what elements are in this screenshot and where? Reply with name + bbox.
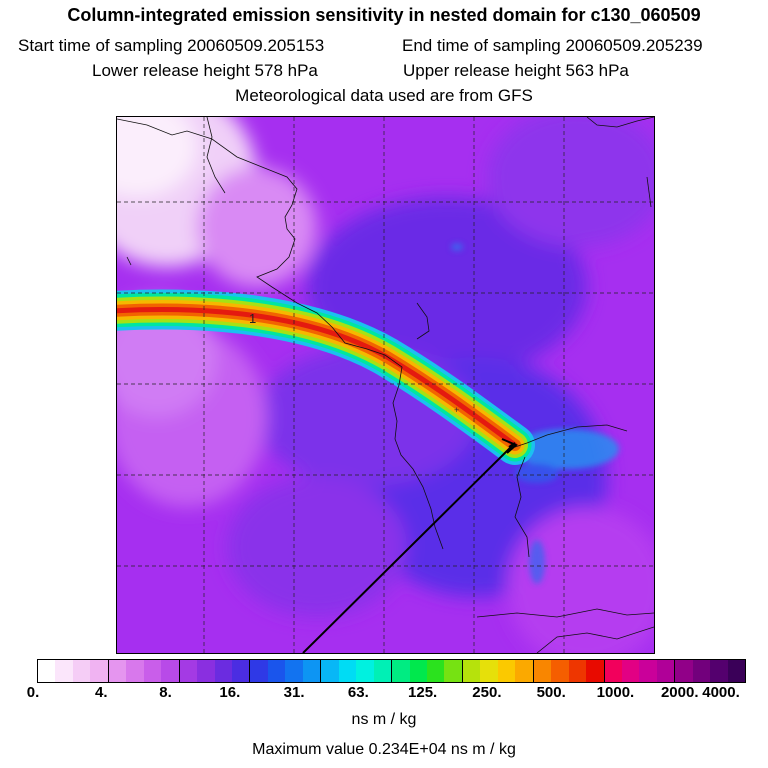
colorbar-swatch [656,660,676,682]
colorbar-swatch [710,660,728,682]
colorbar-swatch [692,660,711,682]
colorbar-swatch [356,660,374,682]
colorbar-swatch [568,660,587,682]
end-time-label: End time of sampling 20060509.205239 [402,36,703,55]
colorbar-tick-label: 1000. [596,684,635,701]
contour-label: 1 [249,311,256,326]
colorbar-swatch [302,660,322,682]
colorbar-swatch [72,660,91,682]
coastlines [117,117,654,653]
colorbar-tick-label: 8. [159,684,172,701]
colorbar-swatch [197,660,215,682]
colorbar-swatch [533,660,552,682]
colorbar-swatch [392,660,410,682]
colorbar-swatch [551,660,569,682]
colorbar-swatch [621,660,640,682]
colorbar-swatch [426,660,445,682]
colorbar-tick-label: 63. [347,684,369,701]
colorbar-swatch [373,660,393,682]
meteorological-data-label: Meteorological data used are from GFS [235,86,533,105]
lower-release-height-label: Lower release height 578 hPa [92,61,318,80]
colorbar-swatch [639,660,657,682]
colorbar-swatch [55,660,73,682]
colorbar [37,659,746,683]
colorbar-swatch [108,660,127,682]
colorbar-swatch [250,660,268,682]
sensitivity-map: 1 + [116,116,655,654]
sensitivity-plume [117,289,535,465]
colorbar-tick-label: 31. [283,684,305,701]
colorbar-swatch [126,660,144,682]
colorbar-swatch [90,660,109,682]
colorbar-tick-label: 250. [472,684,502,701]
colorbar-swatch [497,660,516,682]
colorbar-swatch [338,660,357,682]
flight-track [302,438,518,653]
maximum-value-label: Maximum value 0.234E+04 ns m / kg [252,741,516,758]
colorbar-units: ns m / kg [351,711,417,728]
release-marker-icon: + [454,405,459,415]
colorbar-swatch [586,660,605,682]
colorbar-swatch [444,660,463,682]
colorbar-swatch [480,660,498,682]
colorbar-swatch [462,660,481,682]
colorbar-tick-label: 16. [219,684,241,701]
colorbar-swatch [267,660,286,682]
colorbar-swatch [231,660,251,682]
colorbar-swatch [161,660,180,682]
colorbar-swatch [604,660,622,682]
start-time-label: Start time of sampling 20060509.205153 [18,36,325,55]
colorbar-swatch [515,660,534,682]
colorbar-tick-label: 4. [95,684,108,701]
colorbar-swatch [409,660,427,682]
upper-release-height-label: Upper release height 563 hPa [403,61,629,80]
colorbar-swatch [38,660,56,682]
colorbar-swatch [214,660,232,682]
lat-lon-grid [117,117,654,653]
colorbar-tick-label: 2000. [660,684,699,701]
colorbar-swatch [321,660,339,682]
plot-title: Column-integrated emission sensitivity i… [67,5,701,25]
colorbar-swatch [179,660,198,682]
colorbar-swatch [727,660,746,682]
colorbar-tick-label: 0. [26,684,40,701]
colorbar-tick-label: 500. [536,684,566,701]
colorbar-swatch [143,660,162,682]
colorbar-swatch [285,660,303,682]
colorbar-tick-label: 125. [408,684,438,701]
colorbar-tick-label: 4000. [702,684,740,701]
colorbar-swatch [675,660,693,682]
